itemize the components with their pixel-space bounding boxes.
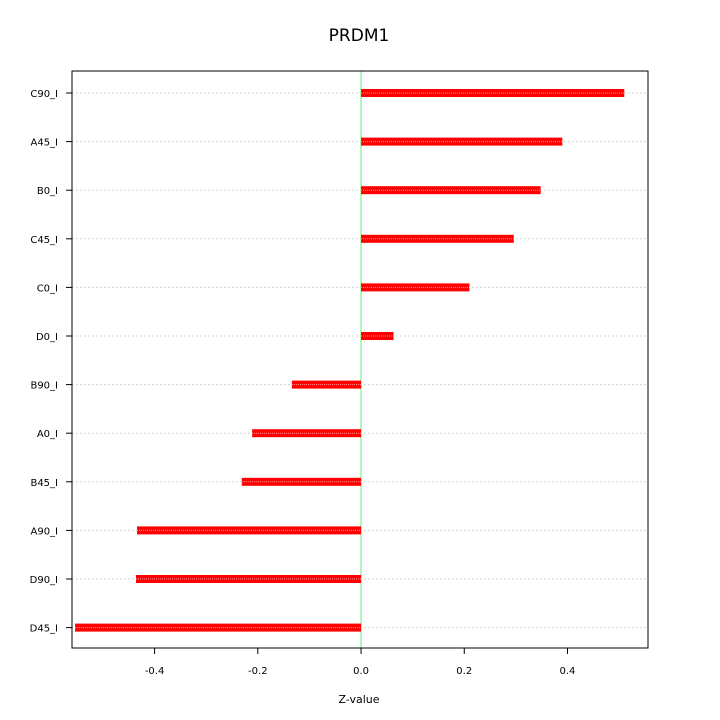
chart-title: PRDM1 bbox=[329, 26, 390, 46]
gridlines bbox=[72, 92, 648, 629]
y-tick-label: B45_I bbox=[30, 478, 58, 489]
bar-B0_I bbox=[361, 186, 541, 195]
y-tick-label: A45_I bbox=[30, 138, 58, 149]
x-tick-label: 0.4 bbox=[560, 666, 576, 677]
y-tick-label: B0_I bbox=[37, 186, 58, 197]
x-tick-label: 0.2 bbox=[456, 666, 472, 677]
y-tick-label: A0_I bbox=[37, 429, 58, 440]
y-tick-label: A90_I bbox=[30, 526, 58, 537]
bars bbox=[75, 89, 625, 632]
x-tick-label: -0.2 bbox=[248, 666, 268, 677]
y-tick-label: D90_I bbox=[30, 575, 58, 586]
plot-frame bbox=[71, 70, 649, 649]
bar-C90_I bbox=[361, 89, 625, 97]
y-tick-label: D45_I bbox=[30, 624, 58, 635]
y-axis: C90_I A45_I B0_I C45_I C0_I D0_I B90_I A0_I B45_… bbox=[30, 89, 72, 635]
bar-B45_I bbox=[241, 477, 362, 486]
x-tick-label: -0.4 bbox=[145, 666, 165, 677]
y-tick-label: B90_I bbox=[30, 381, 58, 392]
y-tick-label: C45_I bbox=[30, 235, 58, 246]
x-axis: -0.4 -0.2 0.0 0.2 0.4 bbox=[145, 648, 576, 677]
y-tick-label: D0_I bbox=[36, 332, 58, 343]
x-axis-label: Z-value bbox=[338, 693, 379, 706]
y-tick-label: C90_I bbox=[30, 89, 58, 100]
y-tick-label: C0_I bbox=[37, 283, 58, 294]
x-tick-label: 0.0 bbox=[353, 666, 369, 677]
